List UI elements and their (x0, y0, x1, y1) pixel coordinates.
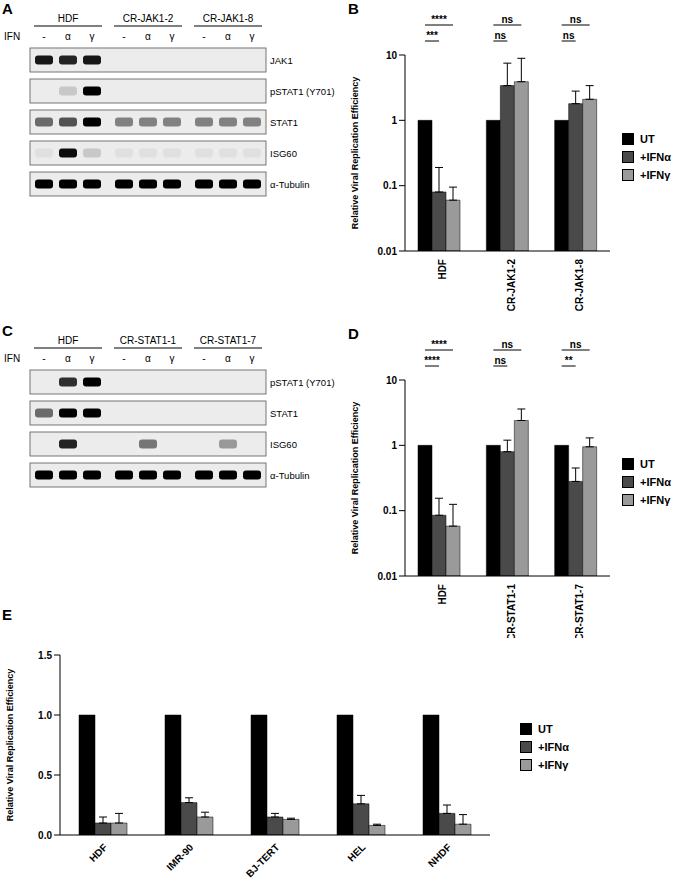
svg-text:IFN: IFN (8, 31, 20, 42)
svg-text:γ: γ (170, 31, 175, 42)
svg-text:0.0: 0.0 (38, 830, 52, 841)
svg-text:HDF: HDF (58, 13, 79, 24)
svg-text:1: 1 (391, 115, 397, 126)
svg-text:ns: ns (494, 30, 506, 41)
svg-text:0.5: 0.5 (38, 770, 52, 781)
html-text:UT: UT (640, 458, 655, 470)
svg-text:IFN: IFN (8, 353, 20, 364)
svg-text:pSTAT1 (Y701): pSTAT1 (Y701) (270, 377, 335, 388)
svg-text:1.0: 1.0 (38, 710, 52, 721)
svg-text:α: α (145, 31, 151, 42)
svg-text:HDF: HDF (87, 842, 109, 864)
svg-text:α: α (65, 31, 71, 42)
svg-text:HDF: HDF (437, 259, 448, 280)
html-text:+IFNγ: +IFNγ (538, 759, 569, 771)
svg-text:-: - (202, 353, 205, 364)
svg-text:α: α (225, 353, 231, 364)
html-text:B: B (348, 0, 359, 17)
html-text:+IFNα: +IFNα (640, 151, 671, 163)
svg-text:STAT1: STAT1 (270, 117, 298, 128)
svg-text:IMR-90: IMR-90 (164, 841, 195, 872)
svg-text:ns: ns (563, 30, 575, 41)
svg-text:α: α (145, 353, 151, 364)
html-text:+IFNα: +IFNα (640, 476, 671, 488)
svg-text:CR-JAK1-2: CR-JAK1-2 (123, 13, 174, 24)
html-text:+IFNγ: +IFNγ (640, 494, 671, 506)
svg-text:α-Tubulin: α-Tubulin (270, 470, 309, 481)
svg-text:Relative Viral Replication Eff: Relative Viral Replication Efficiency (350, 402, 360, 554)
svg-text:Relative Viral Replication Eff: Relative Viral Replication Efficiency (350, 77, 360, 229)
svg-text:1.5: 1.5 (38, 650, 52, 661)
svg-text:CR-STAT1-1: CR-STAT1-1 (120, 335, 177, 346)
html-text:UT: UT (538, 723, 553, 735)
svg-text:JAK1: JAK1 (270, 55, 293, 66)
html-text:C: C (2, 322, 13, 339)
svg-text:***: *** (426, 30, 438, 41)
svg-text:0.1: 0.1 (383, 505, 397, 516)
svg-text:ns: ns (570, 14, 582, 25)
svg-text:****: **** (424, 355, 440, 366)
svg-text:HDF: HDF (58, 335, 79, 346)
html-text:E: E (2, 606, 12, 623)
svg-text:HEL: HEL (346, 842, 368, 864)
svg-text:****: **** (431, 14, 447, 25)
html-text:D: D (348, 325, 359, 342)
svg-text:1: 1 (391, 440, 397, 451)
svg-text:HDF: HDF (437, 584, 448, 605)
svg-text:STAT1: STAT1 (270, 408, 298, 419)
html-text:A: A (2, 0, 13, 17)
svg-text:ISG60: ISG60 (270, 439, 297, 450)
svg-text:pSTAT1 (Y701): pSTAT1 (Y701) (270, 86, 335, 97)
svg-text:-: - (202, 31, 205, 42)
svg-text:**: ** (565, 355, 573, 366)
html-text:+IFNγ: +IFNγ (640, 169, 671, 181)
svg-text:CR-STAT1-7: CR-STAT1-7 (200, 335, 257, 346)
svg-text:Relative Viral Replication Eff: Relative Viral Replication Efficiency (8, 669, 15, 821)
svg-text:γ: γ (90, 31, 95, 42)
svg-text:CR-JAK1-8: CR-JAK1-8 (203, 13, 254, 24)
svg-text:0.01: 0.01 (378, 246, 398, 257)
svg-text:γ: γ (250, 31, 255, 42)
svg-text:NHDF: NHDF (426, 842, 453, 869)
svg-text:-: - (122, 31, 125, 42)
svg-text:ns: ns (570, 339, 582, 350)
svg-text:-: - (42, 31, 45, 42)
svg-text:-: - (42, 353, 45, 364)
svg-text:CR-STAT1-7: CR-STAT1-7 (574, 584, 585, 638)
svg-text:10: 10 (386, 375, 398, 386)
svg-text:CR-STAT1-1: CR-STAT1-1 (506, 584, 517, 638)
svg-text:10: 10 (386, 50, 398, 61)
svg-text:γ: γ (90, 353, 95, 364)
svg-text:ns: ns (501, 14, 513, 25)
svg-text:BJ-TERT: BJ-TERT (244, 842, 282, 880)
svg-text:α-Tubulin: α-Tubulin (270, 179, 309, 190)
svg-text:CR-JAK1-8: CR-JAK1-8 (574, 259, 585, 312)
svg-text:ISG60: ISG60 (270, 148, 297, 159)
svg-text:****: **** (431, 339, 447, 350)
svg-text:γ: γ (170, 353, 175, 364)
html-text:+IFNα: +IFNα (538, 741, 569, 753)
svg-text:ns: ns (501, 339, 513, 350)
svg-text:0.1: 0.1 (383, 180, 397, 191)
svg-text:CR-JAK1-2: CR-JAK1-2 (506, 259, 517, 312)
svg-text:α: α (65, 353, 71, 364)
svg-text:0.01: 0.01 (378, 571, 398, 582)
svg-text:α: α (225, 31, 231, 42)
svg-text:-: - (122, 353, 125, 364)
svg-text:γ: γ (250, 353, 255, 364)
svg-text:ns: ns (494, 355, 506, 366)
html-text:UT: UT (640, 133, 655, 145)
